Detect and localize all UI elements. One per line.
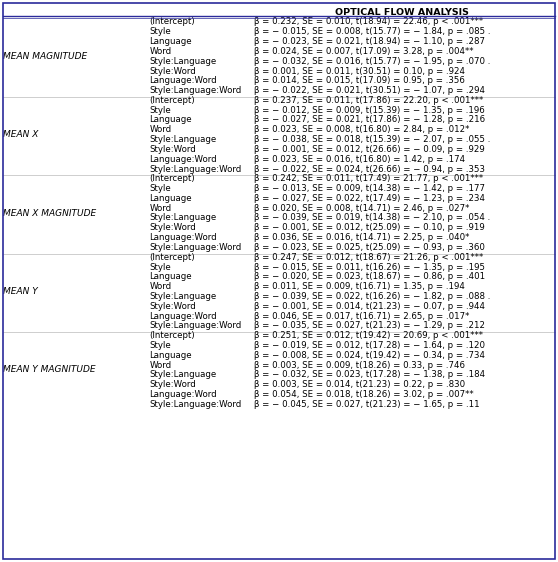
Text: β = − 0.035, SE = 0.027, t(21.23) = − 1.29, p = .212: β = − 0.035, SE = 0.027, t(21.23) = − 1.…	[254, 321, 485, 330]
Text: β = 0.046, SE = 0.017, t(16.71) = 2.65, p = .017*: β = 0.046, SE = 0.017, t(16.71) = 2.65, …	[254, 311, 469, 320]
Text: Language: Language	[150, 351, 192, 360]
Text: β = − 0.045, SE = 0.027, t(21.23) = − 1.65, p = .11: β = − 0.045, SE = 0.027, t(21.23) = − 1.…	[254, 400, 479, 409]
Text: β = 0.232, SE = 0.010, t(18.94) = 22.46, p < .001***: β = 0.232, SE = 0.010, t(18.94) = 22.46,…	[254, 17, 483, 26]
Text: β = 0.011, SE = 0.009, t(16.71) = 1.35, p = .194: β = 0.011, SE = 0.009, t(16.71) = 1.35, …	[254, 282, 465, 291]
Text: Word: Word	[150, 47, 172, 56]
Text: Style:Language:Word: Style:Language:Word	[150, 165, 242, 174]
Text: Language: Language	[150, 37, 192, 46]
Text: β = − 0.019, SE = 0.012, t(17.28) = − 1.64, p = .120: β = − 0.019, SE = 0.012, t(17.28) = − 1.…	[254, 341, 485, 350]
Text: Style: Style	[150, 184, 171, 193]
Text: Word: Word	[150, 125, 172, 134]
Text: β = 0.023, SE = 0.016, t(16.80) = 1.42, p = .174: β = 0.023, SE = 0.016, t(16.80) = 1.42, …	[254, 155, 465, 164]
Text: MEAN X MAGNITUDE: MEAN X MAGNITUDE	[3, 209, 97, 217]
Text: β = 0.020, SE = 0.008, t(14.71) = 2.46, p = .027*: β = 0.020, SE = 0.008, t(14.71) = 2.46, …	[254, 203, 469, 212]
Text: β = − 0.022, SE = 0.021, t(30.51) = − 1.07, p = .294: β = − 0.022, SE = 0.021, t(30.51) = − 1.…	[254, 86, 485, 95]
Text: Style:Language:Word: Style:Language:Word	[150, 400, 242, 409]
Text: Style:Word: Style:Word	[150, 302, 196, 311]
Text: β = − 0.039, SE = 0.019, t(14.38) = − 2.10, p = .054 .: β = − 0.039, SE = 0.019, t(14.38) = − 2.…	[254, 214, 490, 223]
Text: MEAN Y MAGNITUDE: MEAN Y MAGNITUDE	[3, 365, 96, 374]
Text: Style: Style	[150, 341, 171, 350]
Text: β = 0.054, SE = 0.018, t(18.26) = 3.02, p = .007**: β = 0.054, SE = 0.018, t(18.26) = 3.02, …	[254, 390, 474, 399]
Text: Style:Language: Style:Language	[150, 292, 217, 301]
Text: Word: Word	[150, 282, 172, 291]
Text: Style:Language:Word: Style:Language:Word	[150, 321, 242, 330]
Text: β = − 0.015, SE = 0.011, t(16.26) = − 1.35, p = .195: β = − 0.015, SE = 0.011, t(16.26) = − 1.…	[254, 262, 485, 271]
Text: β = − 0.001, SE = 0.014, t(21.23) = − 0.07, p = .944: β = − 0.001, SE = 0.014, t(21.23) = − 0.…	[254, 302, 485, 311]
Text: Style: Style	[150, 28, 171, 37]
Text: β = − 0.012, SE = 0.009, t(15.39) = − 1.35, p = .196: β = − 0.012, SE = 0.009, t(15.39) = − 1.…	[254, 106, 485, 115]
Text: β = − 0.001, SE = 0.012, t(25.09) = − 0.10, p = .919: β = − 0.001, SE = 0.012, t(25.09) = − 0.…	[254, 223, 485, 232]
Text: β = 0.001, SE = 0.011, t(30.51) = 0.10, p = .924: β = 0.001, SE = 0.011, t(30.51) = 0.10, …	[254, 66, 465, 75]
Text: MEAN Y: MEAN Y	[3, 287, 38, 296]
Text: Style:Language:Word: Style:Language:Word	[150, 243, 242, 252]
Text: β = − 0.013, SE = 0.009, t(14.38) = − 1.42, p = .177: β = − 0.013, SE = 0.009, t(14.38) = − 1.…	[254, 184, 485, 193]
Text: β = − 0.020, SE = 0.023, t(18.67) = − 0.86, p = .401: β = − 0.020, SE = 0.023, t(18.67) = − 0.…	[254, 273, 485, 282]
Text: (Intercept): (Intercept)	[150, 96, 195, 105]
Text: Style:Language: Style:Language	[150, 135, 217, 144]
Text: Language:Word: Language:Word	[150, 311, 217, 320]
Text: OPTICAL FLOW ANALYSIS: OPTICAL FLOW ANALYSIS	[335, 8, 469, 17]
Text: Language: Language	[150, 194, 192, 203]
Text: β = − 0.008, SE = 0.024, t(19.42) = − 0.34, p = .734: β = − 0.008, SE = 0.024, t(19.42) = − 0.…	[254, 351, 485, 360]
Text: Language:Word: Language:Word	[150, 390, 217, 399]
Text: Style:Language: Style:Language	[150, 370, 217, 379]
Text: Language: Language	[150, 116, 192, 125]
Text: Word: Word	[150, 360, 172, 369]
Text: β = 0.024, SE = 0.007, t(17.09) = 3.28, p = .004**: β = 0.024, SE = 0.007, t(17.09) = 3.28, …	[254, 47, 473, 56]
Text: Style:Word: Style:Word	[150, 145, 196, 154]
Text: β = − 0.015, SE = 0.008, t(15.77) = − 1.84, p = .085 .: β = − 0.015, SE = 0.008, t(15.77) = − 1.…	[254, 28, 490, 37]
Text: β = 0.237, SE = 0.011, t(17.86) = 22.20, p < .001***: β = 0.237, SE = 0.011, t(17.86) = 22.20,…	[254, 96, 483, 105]
Text: (Intercept): (Intercept)	[150, 331, 195, 340]
Text: Language: Language	[150, 273, 192, 282]
Text: β = − 0.039, SE = 0.022, t(16.26) = − 1.82, p = .088 .: β = − 0.039, SE = 0.022, t(16.26) = − 1.…	[254, 292, 490, 301]
Text: (Intercept): (Intercept)	[150, 174, 195, 183]
Text: β = 0.036, SE = 0.016, t(14.71) = 2.25, p = .040*: β = 0.036, SE = 0.016, t(14.71) = 2.25, …	[254, 233, 469, 242]
Text: MEAN MAGNITUDE: MEAN MAGNITUDE	[3, 52, 88, 61]
Text: β = − 0.022, SE = 0.024, t(26.66) = − 0.94, p = .353: β = − 0.022, SE = 0.024, t(26.66) = − 0.…	[254, 165, 485, 174]
Text: MEAN X: MEAN X	[3, 130, 39, 139]
Text: Style: Style	[150, 106, 171, 115]
Text: Style:Language: Style:Language	[150, 57, 217, 66]
Text: β = − 0.027, SE = 0.022, t(17.49) = − 1.23, p = .234: β = − 0.027, SE = 0.022, t(17.49) = − 1.…	[254, 194, 485, 203]
Text: Style:Word: Style:Word	[150, 380, 196, 389]
Text: (Intercept): (Intercept)	[150, 17, 195, 26]
Text: Style:Language:Word: Style:Language:Word	[150, 86, 242, 95]
Text: β = 0.251, SE = 0.012, t(19.42) = 20.69, p < .001***: β = 0.251, SE = 0.012, t(19.42) = 20.69,…	[254, 331, 483, 340]
Text: β = − 0.023, SE = 0.021, t(18.94) = − 1.10, p = .287: β = − 0.023, SE = 0.021, t(18.94) = − 1.…	[254, 37, 485, 46]
Text: Language:Word: Language:Word	[150, 233, 217, 242]
Text: β = − 0.027, SE = 0.021, t(17.86) = − 1.28, p = .216: β = − 0.027, SE = 0.021, t(17.86) = − 1.…	[254, 116, 485, 125]
Text: β = 0.003, SE = 0.014, t(21.23) = 0.22, p = .830: β = 0.003, SE = 0.014, t(21.23) = 0.22, …	[254, 380, 465, 389]
Text: β = 0.242, SE = 0.011, t(17.49) = 21.77, p < .001***: β = 0.242, SE = 0.011, t(17.49) = 21.77,…	[254, 174, 483, 183]
Text: Style:Language: Style:Language	[150, 214, 217, 223]
Text: β = − 0.032, SE = 0.023, t(17.28) = − 1.38, p = .184: β = − 0.032, SE = 0.023, t(17.28) = − 1.…	[254, 370, 485, 379]
Text: β = − 0.032, SE = 0.016, t(15.77) = − 1.95, p = .070 .: β = − 0.032, SE = 0.016, t(15.77) = − 1.…	[254, 57, 490, 66]
Text: β = 0.247, SE = 0.012, t(18.67) = 21.26, p < .001***: β = 0.247, SE = 0.012, t(18.67) = 21.26,…	[254, 253, 483, 262]
Text: (Intercept): (Intercept)	[150, 253, 195, 262]
Text: Word: Word	[150, 203, 172, 212]
Text: β = − 0.038, SE = 0.018, t(15.39) = − 2.07, p = .055 .: β = − 0.038, SE = 0.018, t(15.39) = − 2.…	[254, 135, 490, 144]
Text: Style:Word: Style:Word	[150, 223, 196, 232]
Text: Style: Style	[150, 262, 171, 271]
Text: β = 0.003, SE = 0.009, t(18.26) = 0.33, p = .746: β = 0.003, SE = 0.009, t(18.26) = 0.33, …	[254, 360, 465, 369]
Text: Style:Word: Style:Word	[150, 66, 196, 75]
Text: β = 0.023, SE = 0.008, t(16.80) = 2.84, p = .012*: β = 0.023, SE = 0.008, t(16.80) = 2.84, …	[254, 125, 469, 134]
Text: β = − 0.023, SE = 0.025, t(25.09) = − 0.93, p = .360: β = − 0.023, SE = 0.025, t(25.09) = − 0.…	[254, 243, 485, 252]
Text: β = 0.014, SE = 0.015, t(17.09) = 0.95, p = .356: β = 0.014, SE = 0.015, t(17.09) = 0.95, …	[254, 76, 465, 85]
Text: Language:Word: Language:Word	[150, 155, 217, 164]
Text: Language:Word: Language:Word	[150, 76, 217, 85]
Text: β = − 0.001, SE = 0.012, t(26.66) = − 0.09, p = .929: β = − 0.001, SE = 0.012, t(26.66) = − 0.…	[254, 145, 485, 154]
